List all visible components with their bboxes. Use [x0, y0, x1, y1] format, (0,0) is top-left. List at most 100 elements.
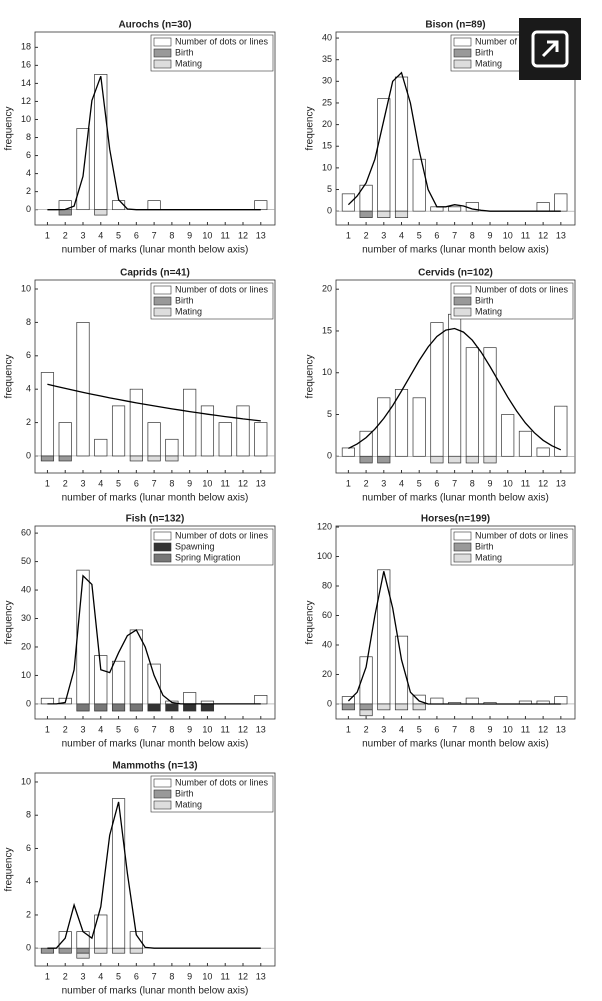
season-bar [165, 455, 179, 462]
y-tick-label: 12 [21, 96, 31, 106]
y-tick-label: 4 [26, 876, 31, 886]
bar [501, 414, 515, 457]
legend-swatch [453, 307, 472, 317]
x-tick-label: 5 [116, 230, 121, 240]
chart-panel: Fish (n=132) number of marks (lunar month… [4, 514, 276, 750]
season-bar [76, 947, 90, 954]
chart-title: Bison (n=89) [425, 20, 485, 31]
x-tick-label: 5 [116, 478, 121, 488]
legend-label: Birth [475, 295, 494, 305]
legend-swatch [453, 48, 472, 58]
x-tick-label: 5 [417, 478, 422, 488]
x-tick-label: 10 [202, 478, 212, 488]
bar [412, 158, 426, 212]
bar [183, 388, 197, 457]
x-axis-label: number of marks (lunar month below axis) [62, 245, 249, 256]
x-tick-label: 9 [488, 230, 493, 240]
x-tick-label: 8 [169, 478, 174, 488]
bar [147, 422, 161, 457]
fit-curve [47, 801, 261, 949]
season-bar [183, 703, 197, 712]
bar [76, 322, 90, 457]
x-axis-label: number of marks (lunar month below axis) [362, 245, 549, 256]
bar [341, 193, 355, 212]
y-tick-label: 60 [21, 527, 31, 537]
season-bar [147, 455, 161, 462]
x-tick-label: 10 [503, 230, 513, 240]
y-tick-label: 6 [26, 150, 31, 160]
legend-label: Number of dots or lines [475, 530, 569, 540]
x-tick-label: 10 [503, 478, 513, 488]
y-tick-label: 14 [21, 78, 31, 88]
season-bar [58, 209, 72, 216]
bar [377, 98, 391, 212]
bar [94, 655, 108, 705]
bar [40, 697, 55, 705]
fit-curve [47, 574, 261, 705]
x-tick-label: 11 [521, 478, 530, 488]
y-tick-label: 30 [322, 76, 332, 86]
y-tick-label: 40 [322, 639, 332, 649]
y-tick-label: 5 [327, 184, 332, 194]
x-tick-label: 9 [187, 478, 192, 488]
chart-title: Caprids (n=41) [120, 268, 190, 279]
legend-label: Mating [475, 306, 502, 316]
y-tick-label: 6 [26, 350, 31, 360]
y-tick-label: 15 [322, 325, 332, 335]
y-tick-label: 8 [26, 810, 31, 820]
x-tick-label: 7 [152, 971, 157, 981]
chart-title: Fish (n=132) [126, 514, 185, 525]
x-tick-label: 4 [399, 724, 404, 734]
y-tick-label: 4 [26, 384, 31, 394]
bar [111, 798, 126, 949]
y-tick-label: 20 [322, 284, 332, 294]
y-tick-label: 10 [21, 114, 31, 124]
fit-curve [348, 327, 562, 451]
season-bar [412, 703, 426, 711]
x-tick-label: 1 [45, 478, 50, 488]
legend-swatch [153, 285, 172, 295]
x-tick-label: 4 [98, 971, 103, 981]
legend-box [150, 34, 274, 72]
x-tick-label: 9 [187, 971, 192, 981]
x-tick-label: 2 [364, 230, 369, 240]
season-bar [129, 703, 143, 712]
y-tick-label: 0 [26, 204, 31, 214]
season-bar [359, 703, 373, 711]
season-bar [377, 703, 391, 711]
season-bar [58, 947, 72, 954]
x-tick-label: 10 [202, 230, 212, 240]
x-tick-label: 12 [538, 230, 548, 240]
y-axis-label: frequency [305, 107, 316, 151]
y-tick-label: 0 [26, 450, 31, 460]
legend-swatch [153, 307, 172, 317]
y-tick-label: 35 [322, 54, 332, 64]
y-axis-label: frequency [305, 601, 316, 645]
bar [394, 76, 409, 212]
legend-swatch [453, 542, 472, 552]
x-tick-label: 10 [202, 724, 212, 734]
y-tick-label: 80 [322, 580, 332, 590]
bar [129, 388, 143, 457]
x-tick-label: 3 [80, 230, 85, 240]
season-bar [58, 455, 72, 462]
season-bar [465, 455, 479, 464]
y-tick-label: 5 [327, 409, 332, 419]
chart-title: Aurochs (n=30) [118, 20, 191, 31]
season-bar [341, 703, 355, 711]
x-tick-label: 2 [63, 971, 68, 981]
y-tick-label: 0 [327, 206, 332, 216]
x-tick-label: 9 [488, 724, 493, 734]
x-tick-label: 3 [381, 724, 386, 734]
legend-label: Number of dots or lines [475, 284, 569, 294]
chart-panel: Cervids (n=102) number of marks (lunar mo… [305, 268, 576, 504]
bar [254, 695, 268, 705]
x-tick-label: 13 [256, 478, 266, 488]
x-tick-label: 10 [202, 971, 212, 981]
legend-label: Number of dots or lines [175, 530, 269, 540]
season-bar [40, 455, 55, 462]
bar [430, 697, 444, 705]
bar [394, 389, 409, 457]
season-bar [359, 210, 373, 218]
expand-button[interactable] [519, 18, 581, 80]
